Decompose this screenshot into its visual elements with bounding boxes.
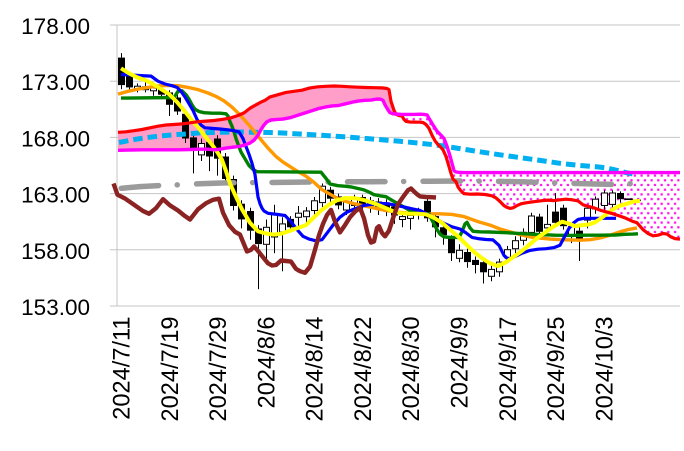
svg-text:2024/10/3: 2024/10/3: [592, 317, 618, 422]
svg-text:2024/8/30: 2024/8/30: [399, 317, 425, 422]
svg-text:178.00: 178.00: [21, 14, 90, 39]
svg-text:2024/9/9: 2024/9/9: [448, 317, 474, 409]
svg-text:2024/8/22: 2024/8/22: [351, 317, 377, 422]
svg-text:173.00: 173.00: [21, 70, 90, 95]
svg-text:163.00: 163.00: [21, 183, 90, 208]
svg-text:168.00: 168.00: [21, 126, 90, 151]
svg-text:158.00: 158.00: [21, 239, 90, 264]
svg-text:2024/9/25: 2024/9/25: [544, 317, 570, 422]
svg-text:2024/7/11: 2024/7/11: [110, 317, 136, 420]
svg-text:2024/7/19: 2024/7/19: [158, 317, 184, 422]
svg-text:2024/9/17: 2024/9/17: [496, 317, 522, 422]
svg-text:2024/7/29: 2024/7/29: [206, 317, 232, 422]
svg-text:153.00: 153.00: [21, 295, 90, 320]
svg-text:2024/8/14: 2024/8/14: [303, 317, 329, 422]
svg-text:2024/8/6: 2024/8/6: [254, 317, 280, 409]
